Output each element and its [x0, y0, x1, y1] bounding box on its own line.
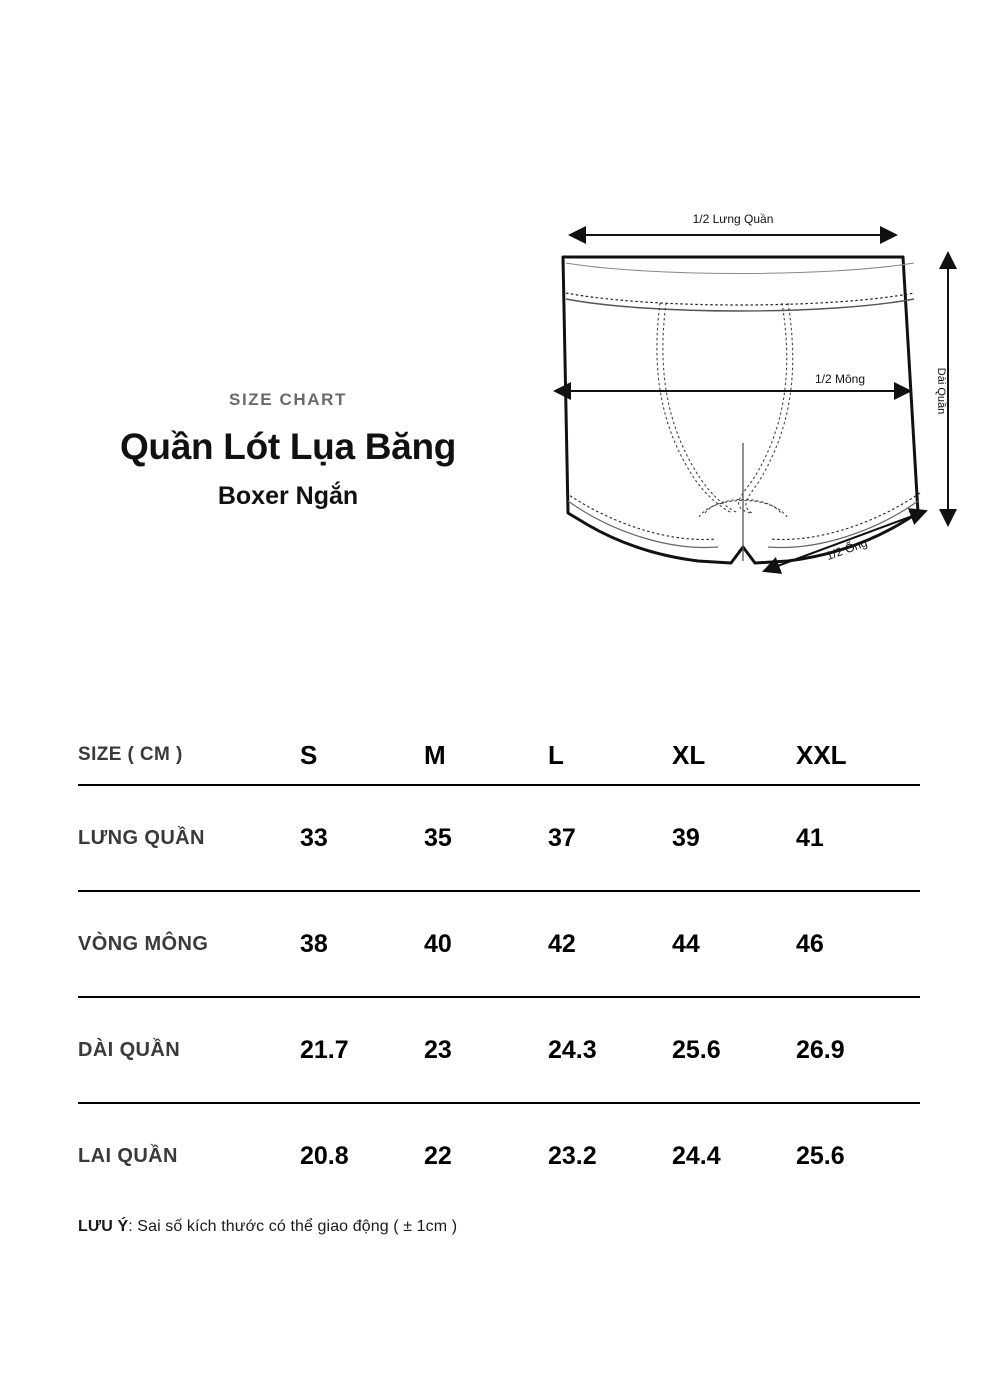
cell-hip-xxl: 46	[796, 929, 824, 958]
table-row: VÒNG MÔNG 38 40 42 44 46	[78, 892, 920, 996]
cell-length-s: 21.7	[300, 1035, 349, 1064]
column-header-m: M	[424, 739, 446, 770]
cell-length-l: 24.3	[548, 1035, 597, 1064]
table-rule	[78, 784, 920, 786]
column-header-l: L	[548, 739, 564, 770]
column-header-xl: XL	[672, 739, 706, 770]
cell-waist-s: 33	[300, 823, 328, 852]
cell-length-xxl: 26.9	[796, 1035, 845, 1064]
row-label-hip: VÒNG MÔNG	[78, 932, 209, 955]
cell-hip-m: 40	[424, 929, 452, 958]
cell-length-m: 23	[424, 1035, 452, 1064]
cell-waist-m: 35	[424, 823, 452, 852]
waist-measure-label: 1/2 Lưng Quần	[693, 212, 774, 226]
cell-hem-xxl: 25.6	[796, 1141, 845, 1170]
table-corner-label: SIZE ( CM )	[78, 744, 183, 765]
cell-waist-l: 37	[548, 823, 576, 852]
cell-hip-l: 42	[548, 929, 576, 958]
tolerance-note: LƯU Ý: Sai số kích thước có thể giao độn…	[78, 1218, 457, 1236]
length-measure-label: Dài Quần	[935, 368, 947, 414]
row-label-length: DÀI QUẦN	[78, 1038, 181, 1061]
cell-hem-s: 20.8	[300, 1141, 349, 1170]
column-header-xxl: XXL	[796, 739, 847, 770]
column-header-s: S	[300, 739, 318, 770]
product-subtitle: Boxer Ngắn	[217, 482, 359, 510]
cell-length-xl: 25.6	[672, 1035, 721, 1064]
table-row: LƯNG QUẦN 33 35 37 39 41	[78, 786, 920, 890]
table-row: DÀI QUẦN 21.7 23 24.3 25.6 26.9	[78, 998, 920, 1102]
row-label-waist: LƯNG QUẦN	[78, 826, 205, 849]
size-chart-eyebrow: SIZE CHART	[229, 390, 347, 409]
row-label-hem: LAI QUẦN	[78, 1144, 178, 1167]
note-label: LƯU Ý	[78, 1218, 129, 1235]
title-block: SIZE CHART Quần Lót Lụa Băng Boxer Ngắn	[78, 390, 498, 511]
cell-waist-xl: 39	[672, 823, 700, 852]
table-row: LAI QUẦN 20.8 22 23.2 24.4 25.6	[78, 1104, 920, 1208]
cell-hem-xl: 24.4	[672, 1141, 721, 1170]
table-header-row: SIZE ( CM ) S M L XL XXL	[78, 726, 920, 784]
boxer-illustration	[561, 255, 921, 565]
page-title: Quần Lót Lụa Băng	[119, 426, 457, 467]
hip-measure-label: 1/2 Mông	[815, 372, 865, 386]
cell-hem-m: 22	[424, 1141, 452, 1170]
leg-measure-arrow	[762, 508, 928, 574]
cell-hip-s: 38	[300, 929, 328, 958]
note-text: : Sai số kích thước có thể giao động ( ±…	[128, 1218, 458, 1235]
cell-waist-xxl: 41	[796, 823, 824, 852]
garment-diagram: 1/2 Lưng Quần	[500, 195, 980, 595]
table-rule	[78, 1102, 920, 1104]
cell-hip-xl: 44	[672, 929, 700, 958]
table-rule	[78, 890, 920, 892]
cell-hem-l: 23.2	[548, 1141, 597, 1170]
table-rule	[78, 996, 920, 998]
size-table: SIZE ( CM ) S M L XL XXL LƯNG QUẦN 33 35…	[78, 726, 920, 1208]
